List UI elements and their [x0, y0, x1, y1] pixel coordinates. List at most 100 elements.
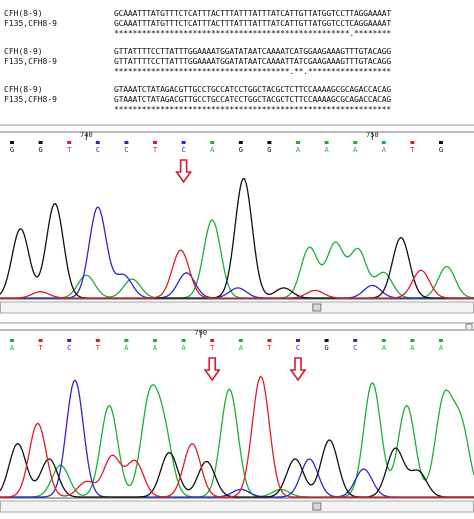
base-quality-mark: [10, 339, 14, 342]
base-call: A: [382, 344, 387, 352]
scrollbar-track: [0, 500, 474, 513]
base-quality-mark: [181, 339, 186, 342]
sequence-label: F135,CFH8-9: [4, 57, 57, 66]
base-quality-mark: [95, 339, 100, 342]
base-call: A: [181, 344, 186, 352]
sequence-text: GTAAATCTATAGACGTTGCCTGCCATCCTGGCTACGCTCT…: [114, 95, 391, 104]
base-call: C: [181, 146, 185, 154]
base-quality-mark: [181, 141, 186, 144]
consensus-row: **************************************.*…: [0, 66, 474, 77]
base-quality-mark: [324, 141, 329, 144]
base-quality-mark: [381, 141, 386, 144]
sequence-label: CFH(8-9): [4, 9, 43, 18]
base-call: C: [353, 344, 357, 352]
scrollbar-track: [0, 301, 474, 314]
base-quality-mark: [296, 141, 300, 144]
base-call: C: [67, 344, 71, 352]
base-quality-mark: [38, 339, 43, 342]
base-call: T: [38, 344, 43, 352]
base-quality-mark: [153, 141, 157, 144]
sequence-text: GCAAATTTATGTTTCTCATTTACTTTATTTATTTATCATT…: [114, 19, 391, 28]
alignment-row: CFH(8-9) GCAAATTTATGTTTCTCATTTACTTTATTTAT…: [0, 8, 474, 19]
sequence-text: ****************************************…: [114, 29, 391, 38]
trace-c: [0, 379, 474, 498]
base-call: T: [210, 344, 215, 352]
sequence-label: F135,CFH8-9: [4, 19, 57, 28]
panel-corner-marker: [465, 323, 473, 331]
base-call: A: [124, 344, 129, 352]
base-quality-mark: [267, 339, 272, 342]
base-call: G: [324, 344, 328, 352]
trace-t: [0, 375, 474, 498]
base-quality-mark: [95, 141, 100, 144]
sequence-text: GCAAATTTATGTTTCTCATTTACTTTATTTATTTATCATT…: [114, 9, 391, 18]
sequence-text: **************************************.*…: [114, 67, 391, 76]
sequence-label: CFH(8-9): [4, 47, 43, 56]
base-call: G: [10, 146, 14, 154]
base-quality-mark: [267, 141, 272, 144]
sequence-alignment: CFH(8-9) GCAAATTTATGTTTCTCATTTACTTTATTTAT…: [0, 0, 474, 122]
trace-g: [0, 177, 474, 299]
trace-g: [0, 439, 474, 498]
base-quality-mark: [124, 141, 129, 144]
base-call: T: [410, 146, 415, 154]
base-call: A: [153, 344, 158, 352]
base-quality-mark: [238, 141, 243, 144]
base-quality-mark: [296, 339, 300, 342]
base-call: C: [124, 146, 128, 154]
base-call: C: [296, 344, 300, 352]
sequence-label: CFH(8-9): [4, 85, 43, 94]
base-quality-mark: [153, 339, 157, 342]
chromatogram-bottom: 790ATCTAAATATCGCAAA: [0, 322, 474, 519]
base-call: A: [382, 146, 387, 154]
alignment-row: F135,CFH8-9 GTAAATCTATAGACGTTGCCTGCCATCCT…: [0, 94, 474, 105]
base-quality-mark: [210, 141, 215, 144]
chromatogram-bottom-svg: 790ATCTAAATATCGCAAA: [0, 322, 474, 513]
base-quality-mark: [439, 339, 443, 342]
mutation-arrow-icon: [175, 159, 193, 184]
base-quality-mark: [324, 339, 329, 342]
trace-a: [0, 381, 474, 498]
base-call: A: [353, 146, 358, 154]
base-call: A: [439, 344, 444, 352]
alignment-row: CFH(8-9) GTAAATCTATAGACGTTGCCTGCCATCCTGGC…: [0, 84, 474, 95]
base-call: G: [267, 146, 271, 154]
base-quality-mark: [210, 339, 215, 342]
mutation-arrow-icon: [289, 357, 307, 382]
base-quality-mark: [381, 339, 386, 342]
base-call: A: [210, 146, 215, 154]
base-quality-mark: [67, 339, 72, 342]
base-call: G: [439, 146, 443, 154]
base-quality-mark: [410, 339, 415, 342]
base-call: T: [96, 344, 101, 352]
base-call: C: [96, 146, 100, 154]
base-call: G: [239, 146, 243, 154]
scrollbar-thumb[interactable]: [312, 303, 322, 312]
sequence-text: GTTATTTTCCTTATTTGGAAAATGGATATAATCAAAATTA…: [114, 57, 391, 66]
base-call: T: [67, 146, 72, 154]
sequence-label: F135,CFH8-9: [4, 95, 57, 104]
base-call: A: [410, 344, 415, 352]
alignment-row: F135,CFH8-9 GTTATTTTCCTTATTTGGAAAATGGATAT…: [0, 56, 474, 67]
base-call: T: [153, 146, 158, 154]
base-quality-mark: [38, 141, 43, 144]
alignment-row: F135,CFH8-9 GCAAATTTATGTTTCTCATTTACTTTATT…: [0, 18, 474, 29]
base-quality-mark: [67, 141, 72, 144]
base-call: T: [267, 344, 272, 352]
sequence-text: GTAAATCTATAGACGTTGCCTGCCATCCTGGCTACGCTCT…: [114, 85, 391, 94]
chromatogram-top: 740750GGTCCTCAGGAAAATG: [0, 124, 474, 320]
base-quality-mark: [124, 339, 129, 342]
base-call: A: [239, 344, 244, 352]
mutation-arrow-icon: [203, 357, 221, 382]
trace-t: [0, 249, 474, 299]
base-call: G: [38, 146, 42, 154]
base-call: A: [10, 344, 15, 352]
base-call: A: [296, 146, 301, 154]
consensus-row: ****************************************…: [0, 28, 474, 39]
base-quality-mark: [10, 141, 14, 144]
scrollbar-thumb[interactable]: [312, 502, 322, 511]
base-call: A: [324, 146, 329, 154]
consensus-row: ****************************************…: [0, 104, 474, 115]
trace-a: [0, 219, 474, 299]
sequence-text: GTTATTTTCCTTATTTGGAAAATGGATATAATCAAAATCA…: [114, 47, 391, 56]
